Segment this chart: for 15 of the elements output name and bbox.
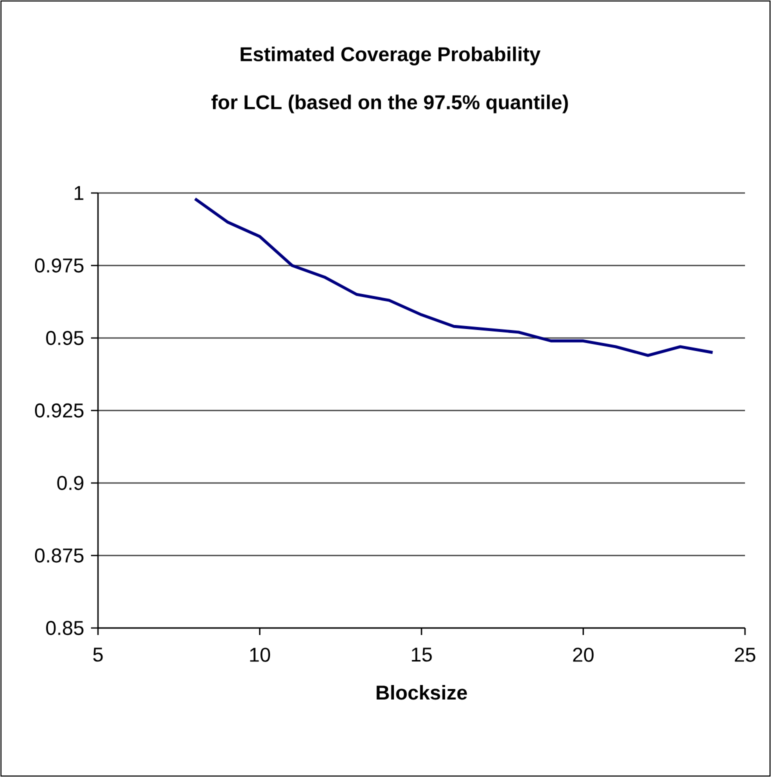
y-tick-label: 0.925	[35, 403, 84, 418]
y-tick-label: 1	[74, 186, 84, 200]
y-tick-label: 0.975	[35, 258, 84, 273]
x-tick-label: 5	[93, 648, 103, 662]
chart-title: Estimated Coverage Probability	[240, 46, 540, 66]
x-tick-label: 20	[573, 648, 594, 662]
x-axis-title: Blocksize	[376, 685, 467, 700]
y-tick-label: 0.9	[57, 476, 84, 490]
y-tick-label: 0.85	[46, 620, 84, 636]
x-tick-label: 25	[734, 648, 756, 662]
y-tick-label: 0.95	[46, 330, 84, 346]
chart-subtitle: for LCL (based on the 97.5% quantile)	[211, 94, 568, 114]
y-tick-label: 0.875	[35, 548, 84, 563]
x-tick-label: 15	[412, 648, 432, 662]
x-tick-label: 10	[250, 648, 270, 662]
